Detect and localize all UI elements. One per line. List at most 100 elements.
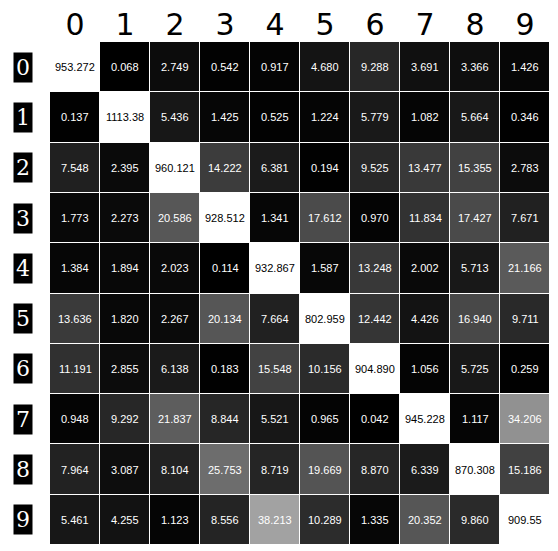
svg-text:20.586: 20.586: [158, 212, 192, 224]
svg-text:16.940: 16.940: [458, 313, 492, 325]
svg-text:1.117: 1.117: [462, 413, 489, 425]
svg-text:8.104: 8.104: [161, 464, 189, 476]
svg-text:7: 7: [415, 7, 434, 42]
svg-text:0.042: 0.042: [361, 413, 389, 425]
svg-text:0.259: 0.259: [511, 363, 539, 375]
svg-text:20.134: 20.134: [208, 313, 242, 325]
svg-text:2.855: 2.855: [111, 363, 139, 375]
svg-text:5.779: 5.779: [361, 111, 389, 123]
svg-text:1.426: 1.426: [511, 61, 539, 73]
svg-text:0.194: 0.194: [311, 162, 339, 174]
svg-text:9.525: 9.525: [361, 162, 389, 174]
svg-text:5.436: 5.436: [161, 111, 189, 123]
svg-text:1.082: 1.082: [411, 111, 439, 123]
svg-text:5.713: 5.713: [461, 262, 489, 274]
svg-text:2.267: 2.267: [161, 313, 189, 325]
svg-text:8: 8: [16, 457, 30, 482]
svg-text:3.691: 3.691: [411, 61, 439, 73]
svg-text:13.636: 13.636: [58, 313, 92, 325]
svg-text:2.273: 2.273: [111, 212, 139, 224]
svg-text:5: 5: [16, 306, 30, 331]
svg-text:34.206: 34.206: [508, 413, 542, 425]
svg-text:3: 3: [215, 7, 234, 42]
svg-text:21.837: 21.837: [158, 413, 192, 425]
svg-text:10.156: 10.156: [308, 363, 342, 375]
svg-text:3.087: 3.087: [111, 464, 139, 476]
svg-text:6.381: 6.381: [261, 162, 289, 174]
svg-text:1.341: 1.341: [261, 212, 289, 224]
svg-text:945.228: 945.228: [405, 413, 445, 425]
svg-text:15.355: 15.355: [458, 162, 492, 174]
svg-text:4: 4: [265, 7, 284, 42]
svg-text:0: 0: [65, 7, 84, 42]
svg-text:17.612: 17.612: [308, 212, 342, 224]
svg-text:10.289: 10.289: [308, 514, 342, 526]
svg-text:6.138: 6.138: [161, 363, 189, 375]
svg-text:0: 0: [16, 55, 30, 80]
svg-text:5: 5: [315, 7, 334, 42]
svg-text:1: 1: [16, 105, 30, 130]
svg-text:8.844: 8.844: [211, 413, 239, 425]
svg-text:802.959: 802.959: [305, 313, 345, 325]
svg-text:5.521: 5.521: [261, 413, 289, 425]
svg-text:1113.38: 1113.38: [106, 111, 144, 123]
svg-text:38.213: 38.213: [258, 514, 292, 526]
svg-text:7: 7: [16, 407, 30, 432]
svg-text:0.114: 0.114: [212, 262, 239, 274]
svg-text:15.548: 15.548: [258, 363, 292, 375]
svg-text:3: 3: [16, 206, 30, 231]
svg-text:0.068: 0.068: [111, 61, 139, 73]
svg-text:1.335: 1.335: [361, 514, 389, 526]
svg-text:1.056: 1.056: [411, 363, 439, 375]
svg-text:0.917: 0.917: [261, 61, 289, 73]
svg-text:9.860: 9.860: [461, 514, 489, 526]
svg-text:19.669: 19.669: [308, 464, 342, 476]
svg-text:7.671: 7.671: [511, 212, 539, 224]
svg-text:11.834: 11.834: [409, 212, 442, 224]
svg-text:0.948: 0.948: [61, 413, 89, 425]
svg-text:904.890: 904.890: [355, 363, 395, 375]
svg-text:4.255: 4.255: [111, 514, 139, 526]
svg-text:5.725: 5.725: [461, 363, 489, 375]
svg-text:1.123: 1.123: [161, 514, 189, 526]
svg-text:21.166: 21.166: [508, 262, 542, 274]
svg-text:4: 4: [16, 256, 30, 281]
svg-text:932.867: 932.867: [255, 262, 295, 274]
svg-text:2.002: 2.002: [411, 262, 439, 274]
svg-text:928.512: 928.512: [205, 212, 245, 224]
svg-text:7.964: 7.964: [61, 464, 89, 476]
svg-text:9: 9: [515, 7, 534, 42]
svg-text:0.137: 0.137: [61, 111, 89, 123]
svg-text:0.965: 0.965: [311, 413, 339, 425]
svg-text:2.783: 2.783: [511, 162, 539, 174]
svg-text:0.183: 0.183: [211, 363, 239, 375]
svg-text:8.556: 8.556: [211, 514, 239, 526]
svg-text:3.366: 3.366: [461, 61, 489, 73]
svg-text:9: 9: [16, 507, 30, 532]
svg-text:4.680: 4.680: [311, 61, 339, 73]
svg-text:1.224: 1.224: [311, 111, 339, 123]
svg-text:5.461: 5.461: [61, 514, 89, 526]
svg-text:909.55: 909.55: [508, 514, 542, 526]
svg-text:5.664: 5.664: [461, 111, 489, 123]
svg-text:8.870: 8.870: [361, 464, 389, 476]
svg-text:17.427: 17.427: [458, 212, 492, 224]
svg-text:870.308: 870.308: [455, 464, 495, 476]
svg-text:1.820: 1.820: [111, 313, 139, 325]
svg-text:6: 6: [365, 7, 384, 42]
svg-text:2.749: 2.749: [161, 61, 189, 73]
svg-text:20.352: 20.352: [408, 514, 442, 526]
svg-text:14.222: 14.222: [208, 162, 242, 174]
svg-text:0.346: 0.346: [511, 111, 539, 123]
svg-text:960.121: 960.121: [155, 162, 195, 174]
svg-text:0.525: 0.525: [261, 111, 289, 123]
svg-text:8.719: 8.719: [261, 464, 289, 476]
svg-text:7.664: 7.664: [261, 313, 289, 325]
svg-text:9.292: 9.292: [111, 413, 139, 425]
svg-text:25.753: 25.753: [208, 464, 242, 476]
svg-text:1: 1: [115, 7, 134, 42]
svg-text:1.587: 1.587: [311, 262, 339, 274]
svg-text:12.442: 12.442: [358, 313, 392, 325]
svg-text:9.288: 9.288: [361, 61, 389, 73]
svg-text:953.272: 953.272: [55, 61, 95, 73]
